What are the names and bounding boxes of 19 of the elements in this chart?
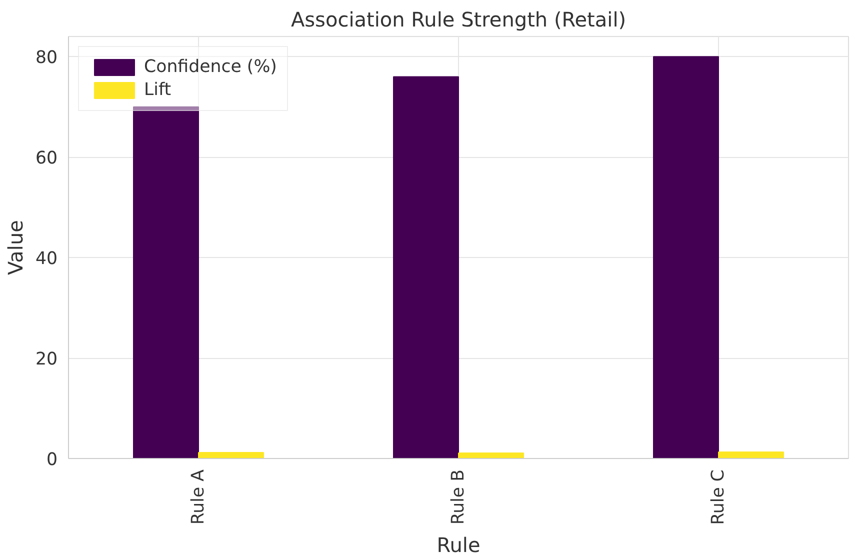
y-tick-label: 60 (35, 148, 58, 169)
x-axis-title: Rule (436, 532, 480, 557)
x-tick-label: Rule C (708, 470, 728, 525)
bar (718, 451, 784, 458)
bar (458, 452, 524, 458)
bar (653, 56, 719, 458)
y-tick-label: 0 (46, 450, 58, 470)
bar (133, 106, 199, 458)
chart-title: Association Rule Strength (Retail) (290, 8, 626, 32)
legend-label: Lift (144, 80, 172, 100)
x-tick-label: Rule B (448, 469, 468, 525)
y-tick-label: 40 (35, 249, 58, 270)
x-tick-label: Rule A (188, 469, 208, 525)
bar (393, 76, 459, 458)
y-axis-title: Value (3, 220, 28, 275)
y-tick-label: 20 (35, 350, 58, 370)
y-tick-label: 80 (35, 48, 58, 68)
legend-label: Confidence (%) (144, 57, 277, 77)
bar (198, 452, 264, 458)
